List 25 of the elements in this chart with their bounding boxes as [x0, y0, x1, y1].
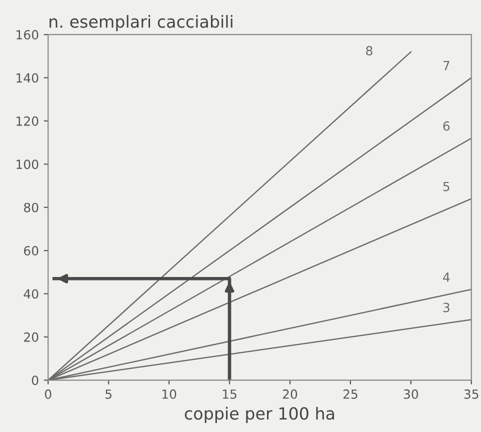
series-label: 6 [443, 121, 450, 131]
y-tick-label: 20 [24, 332, 38, 342]
y-tick-label: 120 [16, 116, 38, 126]
y-tick-label: 60 [24, 246, 38, 256]
x-tick-label: 10 [162, 389, 176, 399]
x-tick-label: 5 [106, 390, 112, 399]
x-tick-label: 35 [464, 389, 478, 399]
x-tick-label: 15 [222, 390, 236, 399]
y-tick-label: 0 [32, 376, 38, 386]
series-label: 5 [443, 182, 450, 192]
x-tick-label: 25 [343, 389, 358, 399]
y-axis-title: n. esemplari cacciabili [50, 14, 232, 32]
y-tick-label: 80 [24, 202, 38, 212]
series-label: 8 [366, 46, 372, 56]
x-tick-label: 30 [404, 389, 418, 399]
series-label: 4 [443, 272, 450, 282]
y-tick-label: 40 [24, 289, 38, 299]
x-tick-label: 20 [282, 389, 298, 399]
series-label: 3 [443, 302, 450, 312]
y-tick-label: 160 [16, 30, 38, 40]
y-tick-label: 100 [16, 160, 38, 170]
series-label: 7 [443, 60, 450, 70]
y-tick-label: 140 [16, 73, 38, 83]
x-tick-label: 0 [44, 389, 52, 399]
x-axis-title: coppie per 100 ha [184, 406, 334, 423]
